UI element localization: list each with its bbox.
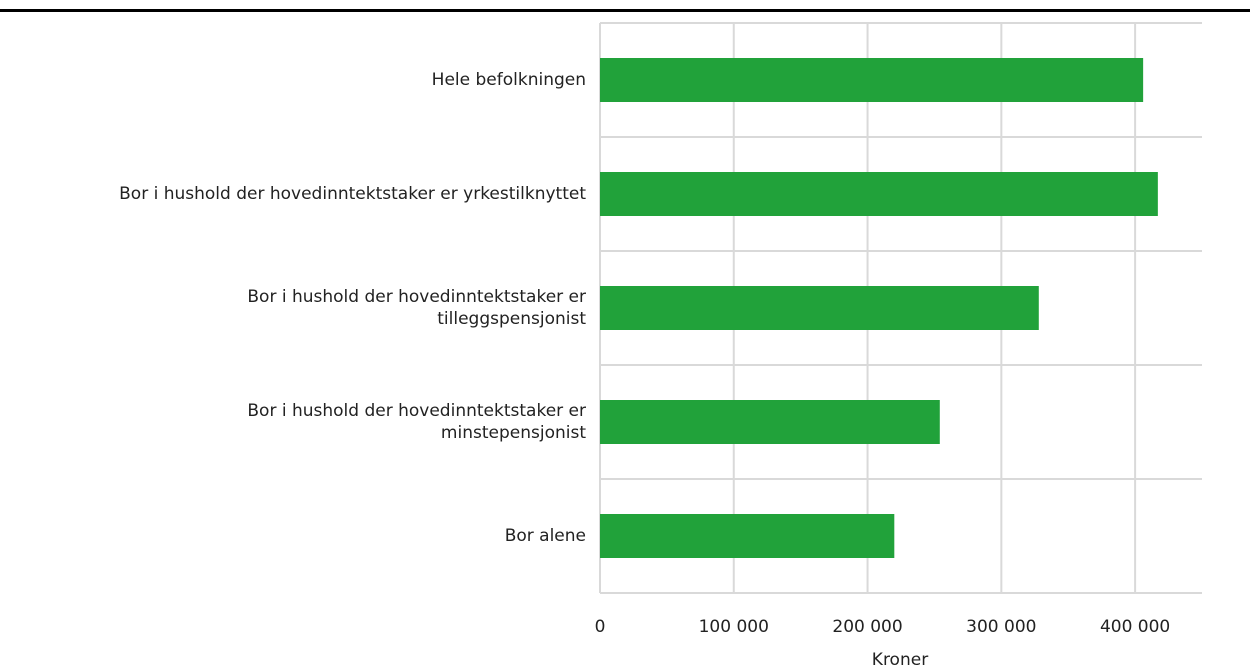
y-tick-label: Bor i hushold der hovedinntektstaker er m… [247, 401, 586, 443]
bar [600, 400, 940, 444]
x-tick-label: 400 000 [1100, 617, 1170, 637]
y-tick-label: Bor i hushold der hovedinntektstaker er t… [247, 287, 586, 329]
x-tick-label: 0 [595, 617, 606, 637]
bar [600, 286, 1039, 330]
bar [600, 58, 1144, 102]
y-tick-label: Bor i hushold der hovedinntektstaker er … [119, 184, 586, 204]
bar [600, 172, 1158, 216]
y-tick-label: Hele befolkningen [432, 70, 586, 90]
x-axis-label: Kroner [872, 650, 928, 670]
x-tick-label: 200 000 [832, 617, 902, 637]
y-tick-label: Bor alene [505, 526, 586, 546]
bar [600, 514, 895, 558]
x-tick-label: 100 000 [699, 617, 769, 637]
top-rule [0, 9, 1250, 12]
x-tick-label: 300 000 [966, 617, 1036, 637]
